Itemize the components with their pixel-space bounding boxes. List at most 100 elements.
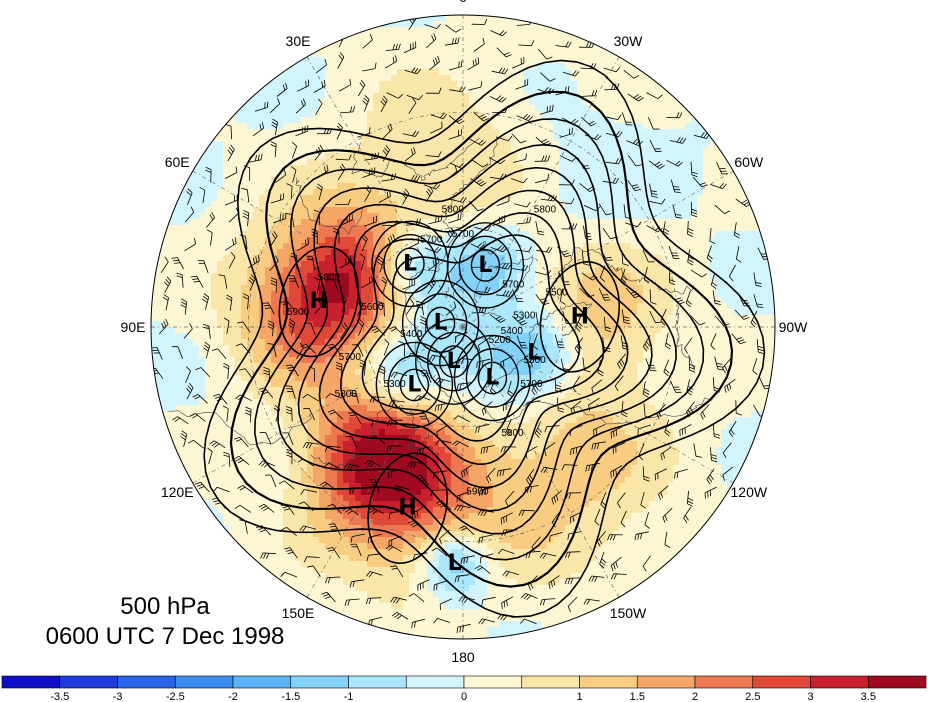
anomaly-cell — [607, 237, 614, 244]
anomaly-cell — [277, 147, 284, 154]
anomaly-cell — [259, 261, 266, 268]
anomaly-cell — [667, 147, 674, 154]
anomaly-cell — [445, 231, 452, 238]
anomaly-cell — [607, 153, 614, 160]
anomaly-cell — [217, 255, 224, 262]
anomaly-cell — [397, 153, 404, 160]
anomaly-cell — [565, 321, 572, 328]
anomaly-cell — [571, 171, 578, 178]
anomaly-cell — [343, 177, 350, 184]
anomaly-cell — [421, 309, 428, 316]
anomaly-cell — [589, 237, 596, 244]
anomaly-cell — [655, 237, 662, 244]
anomaly-cell — [727, 297, 734, 304]
anomaly-cell — [427, 147, 434, 154]
anomaly-cell — [283, 279, 290, 286]
anomaly-cell — [481, 321, 488, 328]
anomaly-cell — [529, 75, 536, 82]
anomaly-cell — [721, 177, 728, 184]
anomaly-cell — [325, 333, 332, 340]
anomaly-cell — [235, 111, 242, 118]
anomaly-cell — [529, 153, 536, 160]
anomaly-cell — [499, 279, 506, 286]
anomaly-cell — [709, 231, 716, 238]
anomaly-cell — [727, 243, 734, 250]
anomaly-cell — [151, 249, 158, 256]
anomaly-cell — [295, 219, 302, 226]
anomaly-cell — [739, 219, 746, 226]
anomaly-cell — [403, 291, 410, 298]
anomaly-cell — [631, 273, 638, 280]
anomaly-cell — [625, 303, 632, 310]
anomaly-cell — [379, 213, 386, 220]
anomaly-cell — [631, 153, 638, 160]
anomaly-cell — [691, 249, 698, 256]
anomaly-cell — [511, 129, 518, 136]
anomaly-cell — [307, 189, 314, 196]
anomaly-cell — [487, 57, 494, 64]
anomaly-cell — [325, 321, 332, 328]
anomaly-cell — [697, 315, 704, 322]
anomaly-cell — [667, 243, 674, 250]
anomaly-cell — [331, 99, 338, 106]
anomaly-cell — [517, 183, 524, 190]
anomaly-cell — [523, 321, 530, 328]
anomaly-cell — [553, 171, 560, 178]
anomaly-cell — [577, 309, 584, 316]
anomaly-cell — [319, 87, 326, 94]
anomaly-cell — [163, 357, 170, 364]
anomaly-cell — [733, 261, 740, 268]
anomaly-cell — [319, 219, 326, 226]
anomaly-cell — [193, 189, 200, 196]
anomaly-cell — [673, 183, 680, 190]
anomaly-cell — [445, 117, 452, 124]
anomaly-cell — [373, 93, 380, 100]
anomaly-cell — [253, 273, 260, 280]
anomaly-cell — [463, 147, 470, 154]
anomaly-cell — [403, 261, 410, 268]
anomaly-cell — [457, 39, 464, 46]
anomaly-cell — [415, 231, 422, 238]
anomaly-cell — [343, 87, 350, 94]
anomaly-cell — [595, 339, 602, 346]
anomaly-cell — [373, 39, 380, 46]
anomaly-cell — [319, 105, 326, 112]
anomaly-cell — [613, 87, 620, 94]
anomaly-cell — [391, 177, 398, 184]
anomaly-cell — [493, 309, 500, 316]
anomaly-cell — [631, 171, 638, 178]
anomaly-cell — [607, 285, 614, 292]
anomaly-cell — [649, 165, 656, 172]
anomaly-cell — [535, 315, 542, 322]
anomaly-cell — [211, 261, 218, 268]
anomaly-cell — [643, 135, 650, 142]
anomaly-cell — [487, 273, 494, 280]
anomaly-cell — [571, 69, 578, 76]
anomaly-cell — [715, 159, 722, 166]
anomaly-cell — [379, 255, 386, 262]
anomaly-cell — [613, 129, 620, 136]
anomaly-cell — [205, 279, 212, 286]
anomaly-cell — [217, 243, 224, 250]
anomaly-cell — [607, 111, 614, 118]
anomaly-cell — [325, 183, 332, 190]
anomaly-cell — [199, 351, 206, 358]
anomaly-cell — [301, 141, 308, 148]
anomaly-cell — [601, 309, 608, 316]
anomaly-cell — [307, 69, 314, 76]
anomaly-cell — [439, 117, 446, 124]
anomaly-cell — [499, 39, 506, 46]
anomaly-cell — [523, 249, 530, 256]
anomaly-cell — [613, 105, 620, 112]
anomaly-cell — [643, 351, 650, 358]
anomaly-cell — [487, 225, 494, 232]
anomaly-cell — [739, 273, 746, 280]
anomaly-cell — [469, 309, 476, 316]
anomaly-cell — [523, 111, 530, 118]
anomaly-cell — [589, 93, 596, 100]
anomaly-cell — [397, 231, 404, 238]
anomaly-cell — [637, 261, 644, 268]
anomaly-cell — [283, 321, 290, 328]
anomaly-cell — [283, 327, 290, 334]
anomaly-cell — [175, 297, 182, 304]
